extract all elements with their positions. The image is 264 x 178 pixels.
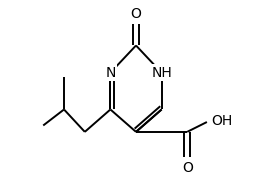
Text: O: O [131, 7, 142, 22]
Text: OH: OH [211, 114, 232, 128]
Text: N: N [105, 66, 116, 80]
Text: O: O [182, 161, 193, 175]
Text: NH: NH [151, 66, 172, 80]
